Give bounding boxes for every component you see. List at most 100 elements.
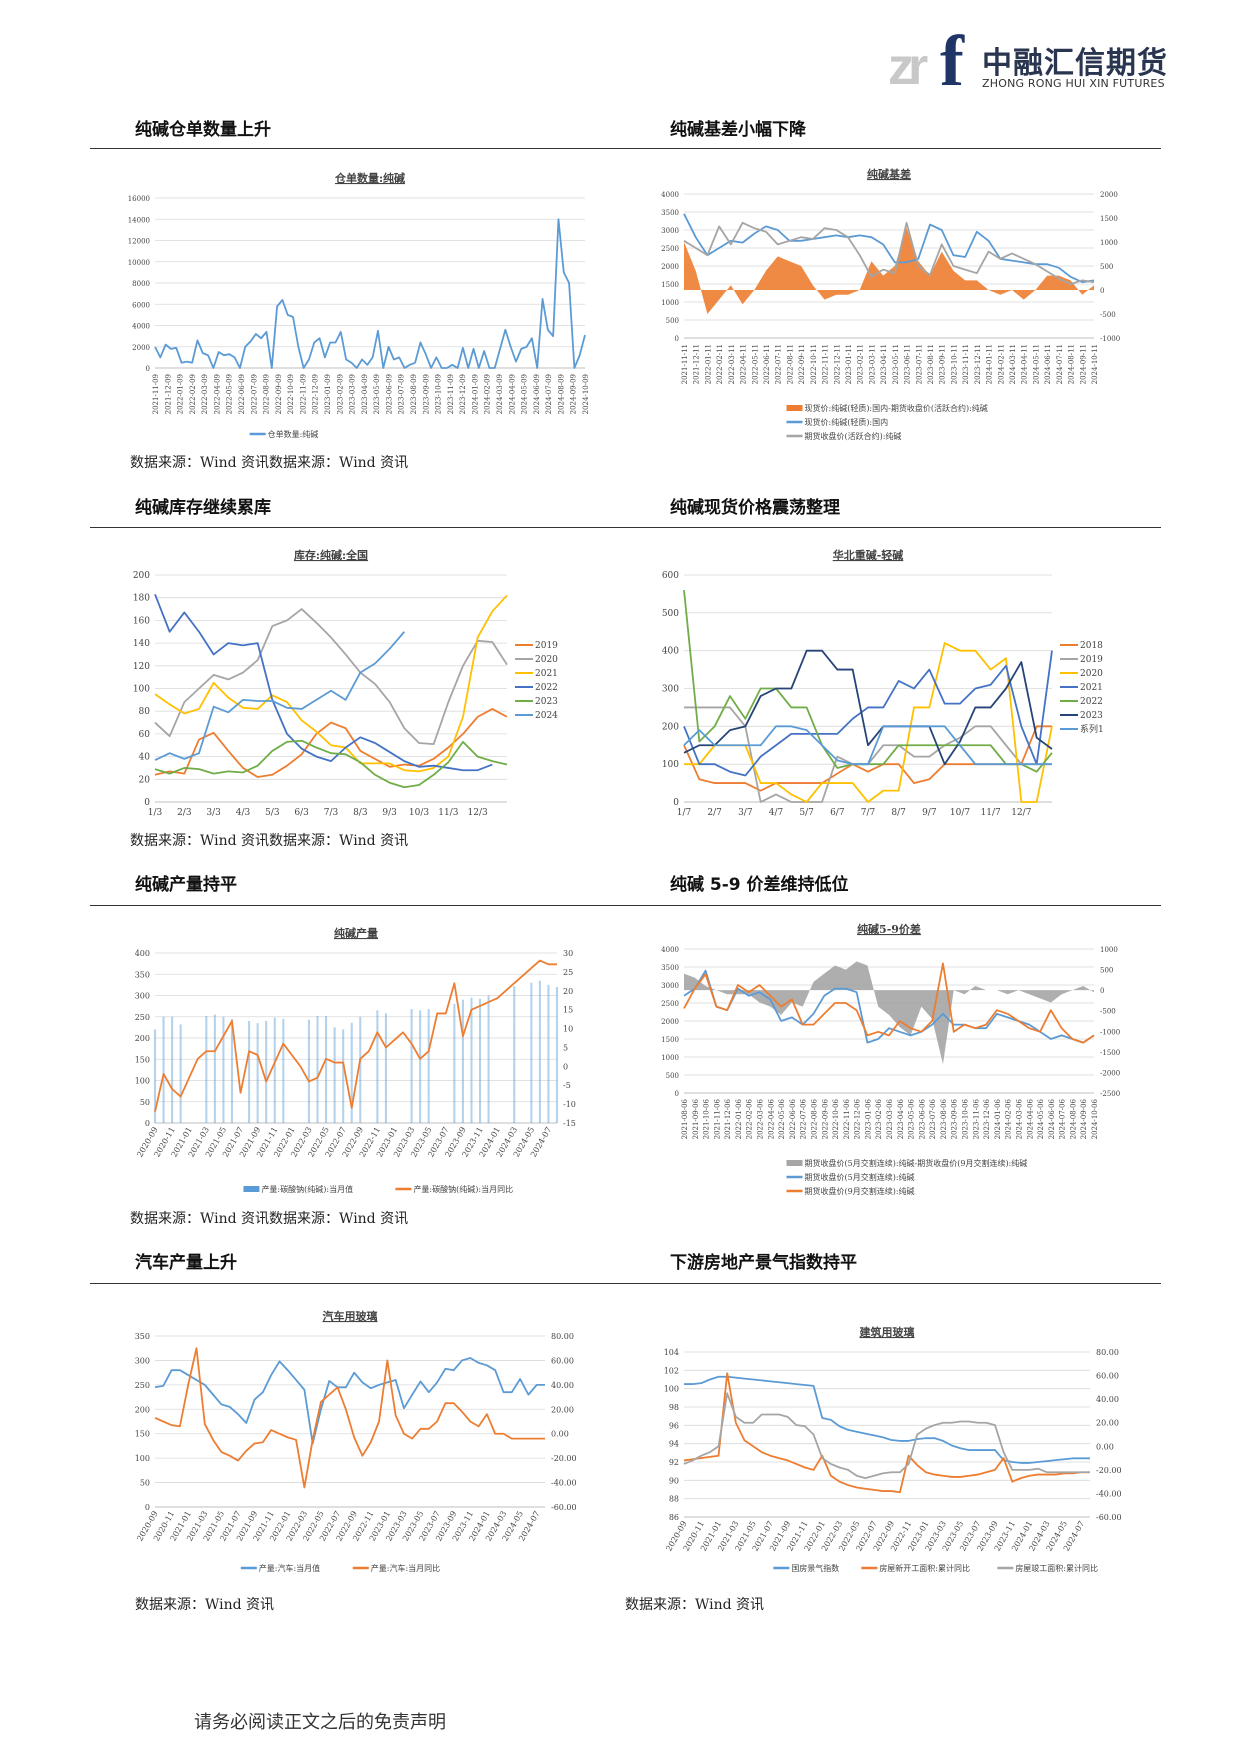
x-tick-label: 5/3	[265, 808, 280, 818]
y2-tick-label: 80.00	[1096, 1348, 1119, 1357]
x-tick-label: 2023-03-09	[349, 374, 357, 414]
y2-tick-label: 500	[1100, 967, 1113, 975]
x-tick-label: 2023-08-06	[940, 1098, 948, 1139]
y-tick-label: 250	[135, 1013, 150, 1022]
y-tick-label: 88	[669, 1495, 679, 1504]
section-title-inventory: 纯碱库存继续累库	[135, 498, 271, 518]
x-tick-label: 2024-05-06	[1037, 1098, 1045, 1139]
divider	[90, 148, 1161, 149]
y2-tick-label: -60.00	[551, 1503, 577, 1512]
chart-svg: 纯碱基差 0 500 1000 1500 2000 2500 3000 3500 4000 -100…	[661, 167, 1120, 441]
legend-label: 2021	[1080, 683, 1103, 693]
x-tick-label: 2024-02-11	[997, 344, 1005, 384]
x-tick-label: 2022-02-11	[716, 344, 724, 384]
section-title-spot-price: 纯碱现货价格震荡整理	[670, 498, 840, 518]
area-series	[684, 961, 1094, 1065]
bar	[547, 984, 550, 1123]
x-tick-label: 2021-12-06	[724, 1098, 732, 1139]
x-tick-label: 2024-03-11	[1009, 344, 1017, 384]
bar	[248, 1021, 251, 1123]
bar	[487, 995, 490, 1123]
x-tick-label: 2023-07-06	[929, 1098, 937, 1139]
bar	[316, 1015, 319, 1123]
bar	[153, 1029, 157, 1123]
y-tick-label: 2500	[661, 245, 679, 253]
x-tick-label: 2023-07-09	[398, 374, 406, 414]
x-tick-label: 2023-06-09	[385, 374, 393, 414]
bar	[179, 1024, 182, 1123]
x-tick-label: 2024-08-09	[557, 374, 565, 414]
x-tick-label: 2023-11-09	[447, 374, 455, 414]
x-tick-label: 12/7	[1011, 808, 1031, 818]
x-tick-label: 4/3	[236, 808, 251, 818]
x-tick-label: 2023-04-06	[897, 1098, 905, 1139]
x-tick-label: 12/3	[468, 808, 488, 818]
bar	[410, 1009, 413, 1123]
y-tick-label: 10000	[128, 259, 150, 267]
chart-title: 纯碱基差	[867, 167, 911, 181]
x-tick-label: 1/3	[148, 808, 163, 818]
x-tick-label: 2022-10-09	[287, 374, 295, 414]
line-series	[684, 642, 1053, 803]
legend-label: 期货收盘价(5月交割连续):纯碱	[805, 1172, 915, 1182]
y2-tick-label: 0	[563, 1062, 568, 1071]
x-tick-label: 2023-10-06	[962, 1098, 970, 1139]
data-source: 数据来源：Wind 资讯数据来源：Wind 资讯	[130, 455, 409, 471]
bar	[162, 1016, 165, 1123]
y-tick-label: 8000	[132, 280, 150, 288]
y2-tick-label: 2000	[1100, 191, 1118, 199]
chart-inventory: 库存:纯碱:全国 0 20 40 60 80 100 120 140 160 180 200 1/3 2/…	[113, 537, 597, 827]
legend-label: 系列1	[1080, 723, 1104, 735]
x-tick-label: 2021-12-11	[693, 344, 701, 384]
y2-tick-label: -1500	[1100, 1049, 1120, 1057]
y-tick-label: 104	[664, 1348, 679, 1357]
x-tick-label: 2024-03-09	[496, 374, 504, 414]
legend-label: 2024	[535, 711, 558, 721]
chart-title: 汽车用玻璃	[323, 1309, 378, 1323]
legend-label: 2022	[1080, 697, 1103, 707]
data-source: 数据来源：Wind 资讯数据来源：Wind 资讯	[130, 833, 409, 849]
chart-production: 纯碱产量 0 50 100 150 200 250 300 350 400 -15 -10 -5 0 5 10…	[113, 913, 597, 1203]
x-tick-label: 2022-11-09	[299, 374, 307, 414]
x-tick-label: 2022-04-09	[213, 374, 221, 414]
x-tick-label: 2023-09-06	[951, 1098, 959, 1139]
x-tick-label: 2024-05-11	[1032, 344, 1040, 384]
y-tick-label: 180	[133, 594, 150, 604]
x-tick-label: 2022-06-06	[789, 1098, 797, 1139]
chart-warehouse-receipts: 仓单数量:纯碱 0 2000 4000 6000 8000 10000 12000 14000 1…	[113, 158, 597, 448]
company-logo: zr f 中融汇信期货 ZHONG RONG HUI XIN FUTURES	[888, 25, 1173, 97]
section-title-warehouse-receipts: 纯碱仓单数量上升	[135, 120, 271, 140]
y2-tick-label: 60.00	[551, 1356, 574, 1365]
y2-tick-label: -500	[1100, 311, 1116, 319]
y2-tick-label: 80.00	[551, 1332, 574, 1341]
line-series	[684, 706, 1052, 803]
x-tick-label: 2022-12-11	[833, 344, 841, 384]
line-series	[154, 631, 406, 761]
y-tick-label: 250	[135, 1381, 150, 1390]
x-tick-label: 2022-01-11	[704, 344, 712, 384]
x-tick-label: 2024-01-09	[471, 374, 479, 414]
x-tick-label: 2024-01-06	[994, 1098, 1002, 1139]
x-tick-label: 2022-05-09	[226, 374, 234, 414]
y2-tick-label: 25	[563, 968, 573, 977]
chart-5-9-spread: 纯碱5-9价差 0 500 1000 1500 2000 2500 3000 3500 4000 -…	[642, 913, 1142, 1203]
divider	[90, 527, 1161, 528]
x-tick-label: 2023-09-09	[422, 374, 430, 414]
y-tick-label: 0	[146, 365, 150, 373]
x-tick-label: 2022-02-06	[746, 1098, 754, 1139]
y-tick-label: 300	[135, 1356, 150, 1365]
legend-swatch	[243, 1186, 260, 1192]
legend-label: 2019	[1080, 655, 1103, 665]
bar	[530, 982, 533, 1123]
y-tick-label: 0	[673, 798, 679, 808]
x-tick-label: 8/3	[353, 808, 368, 818]
x-tick-label: 2024-04-11	[1021, 344, 1029, 384]
x-tick-label: 11/7	[981, 808, 1001, 818]
y-tick-label: 200	[662, 722, 679, 732]
y-tick-label: 0	[675, 1090, 679, 1098]
y2-tick-label: 20.00	[551, 1405, 574, 1414]
x-tick-label: 2024-07-09	[545, 374, 553, 414]
line-series	[683, 1372, 1090, 1494]
y-tick-label: 3000	[661, 227, 679, 235]
y2-tick-label: 5	[563, 1043, 568, 1052]
